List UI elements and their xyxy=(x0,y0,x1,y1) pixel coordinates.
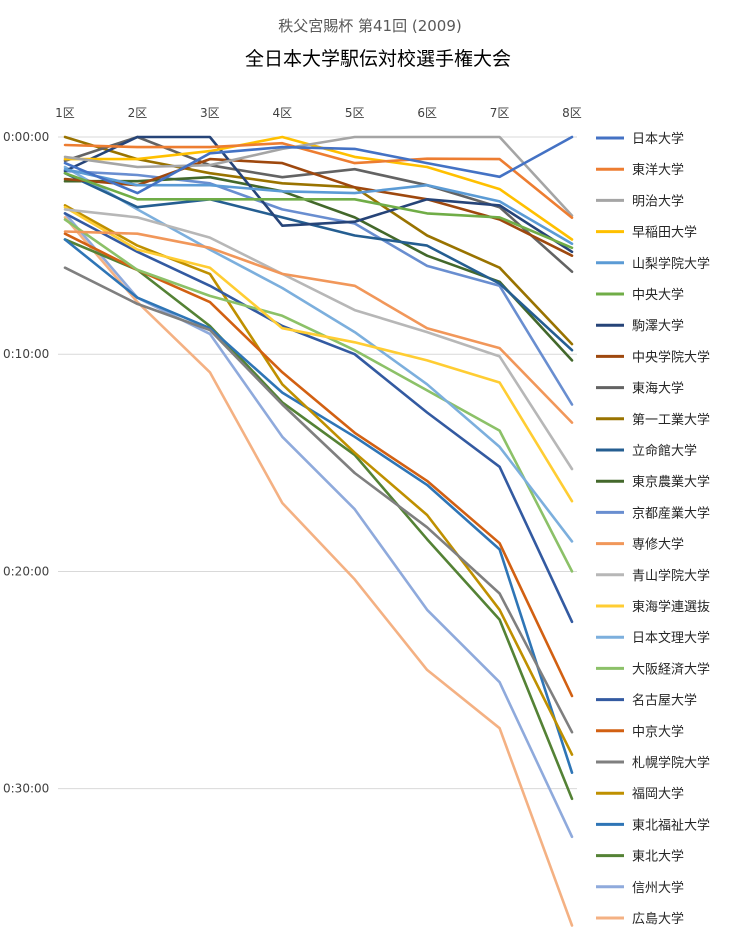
chart-subtitle: 秩父宮賜杯 第41回 (2009) xyxy=(278,17,462,35)
x-tick-label: 5区 xyxy=(345,106,365,120)
y-tick-label: 0:10:00 xyxy=(3,347,49,361)
series-line-26 xyxy=(63,216,574,927)
x-tick-label: 3区 xyxy=(200,106,220,120)
legend-label: 山梨学院大学 xyxy=(632,256,710,272)
series-line-22 xyxy=(63,204,574,756)
series-line-21 xyxy=(63,266,574,734)
legend-label: 東海学連選抜 xyxy=(632,599,710,615)
legend-label: 駒澤大学 xyxy=(632,318,684,334)
y-tick-label: 0:00:00 xyxy=(3,130,49,144)
series-line-23 xyxy=(63,238,574,775)
series-line-24 xyxy=(63,238,574,801)
series-line-13 xyxy=(63,169,574,406)
legend-label: 明治大学 xyxy=(632,193,684,209)
legend-label: 日本文理大学 xyxy=(632,630,710,646)
legend-label: 東海大学 xyxy=(632,381,684,397)
y-tick-label: 0:20:00 xyxy=(3,564,49,578)
legend-label: 福岡大学 xyxy=(632,786,684,802)
series-line-10 xyxy=(63,135,574,346)
legend-label: 広島大学 xyxy=(632,911,684,927)
series-line-19 xyxy=(63,212,574,624)
series-line-17 xyxy=(63,165,574,543)
legend-label: 立命館大学 xyxy=(632,443,697,459)
legend-label: 信州大学 xyxy=(632,880,684,896)
legend-label: 早稲田大学 xyxy=(632,225,697,241)
y-tick-label: 0:30:00 xyxy=(3,782,49,796)
series-line-2 xyxy=(63,141,574,219)
legend-label: 第一工業大学 xyxy=(632,412,710,428)
x-tick-label: 8区 xyxy=(562,106,582,120)
series-line-14 xyxy=(63,230,574,424)
series-line-15 xyxy=(63,208,574,471)
legend: 日本大学東洋大学明治大学早稲田大学山梨学院大学中央大学駒澤大学中央学院大学東海大… xyxy=(596,131,710,927)
series-line-18 xyxy=(63,218,574,573)
x-tick-label: 6区 xyxy=(417,106,437,120)
legend-label: 日本大学 xyxy=(632,131,684,147)
x-tick-label: 1区 xyxy=(55,106,75,120)
legend-label: 東京農業大学 xyxy=(632,474,710,490)
legend-label: 青山学院大学 xyxy=(632,568,710,584)
legend-label: 名古屋大学 xyxy=(632,693,697,709)
legend-label: 大阪経済大学 xyxy=(632,661,710,677)
plot-area xyxy=(63,135,574,927)
series-line-3 xyxy=(63,135,574,217)
legend-label: 中央大学 xyxy=(632,287,684,303)
legend-label: 東北大学 xyxy=(632,849,684,865)
series-line-1 xyxy=(63,135,574,195)
series-line-7 xyxy=(63,135,574,254)
legend-label: 京都産業大学 xyxy=(632,505,710,521)
series-line-16 xyxy=(63,205,574,503)
legend-label: 専修大学 xyxy=(632,537,684,553)
x-tick-label: 4区 xyxy=(272,106,292,120)
legend-label: 東洋大学 xyxy=(632,162,684,178)
series-line-6 xyxy=(63,171,574,250)
x-tick-label: 2区 xyxy=(128,106,148,120)
legend-label: 中京大学 xyxy=(632,724,684,740)
legend-label: 東北福祉大学 xyxy=(632,817,710,833)
legend-label: 札幌学院大学 xyxy=(632,755,710,771)
x-tick-label: 7区 xyxy=(490,106,510,120)
chart-title: 全日本大学駅伝対校選手権大会 xyxy=(245,48,511,70)
series-line-11 xyxy=(63,171,574,352)
legend-label: 中央学院大学 xyxy=(632,349,710,365)
axes: 0:00:00 0:10:00 0:20:00 0:30:00 1区 2区 3区 4区 5区 6区… xyxy=(3,106,582,796)
